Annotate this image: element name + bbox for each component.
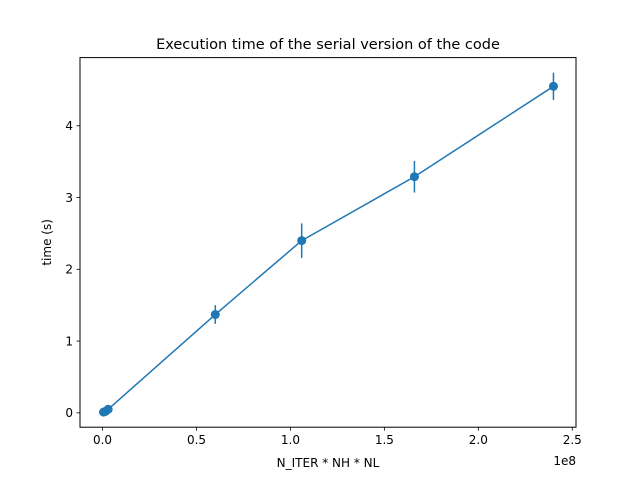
x-tick-label: 1.0 bbox=[281, 433, 300, 447]
y-tick-label: 2 bbox=[65, 263, 73, 277]
y-tick-label: 0 bbox=[65, 406, 73, 420]
plot-frame bbox=[79, 57, 577, 428]
x-axis-label: N_ITER * NH * NL bbox=[277, 456, 380, 470]
y-tick-label: 3 bbox=[65, 191, 73, 205]
y-axis-label: time (s) bbox=[40, 219, 54, 266]
x-tick-label: 1.5 bbox=[375, 433, 394, 447]
chart-title: Execution time of the serial version of … bbox=[156, 37, 500, 53]
plot-area bbox=[98, 72, 558, 417]
y-axis: 0 1 2 3 4 bbox=[65, 119, 80, 420]
data-point bbox=[210, 310, 220, 320]
data-point bbox=[103, 404, 113, 414]
data-point bbox=[409, 172, 419, 182]
x-axis: 0.0 0.5 1.0 1.5 2.0 2.5 bbox=[93, 427, 582, 447]
y-tick-label: 4 bbox=[65, 119, 73, 133]
x-tick-label: 2.5 bbox=[563, 433, 582, 447]
data-point bbox=[548, 81, 558, 91]
data-point bbox=[297, 236, 307, 246]
x-tick-label: 0.0 bbox=[93, 433, 112, 447]
x-axis-offset-label: 1e8 bbox=[553, 454, 576, 468]
series-line bbox=[103, 85, 554, 413]
y-tick-label: 1 bbox=[65, 334, 73, 348]
x-tick-label: 0.5 bbox=[187, 433, 206, 447]
x-tick-label: 2.0 bbox=[469, 433, 488, 447]
